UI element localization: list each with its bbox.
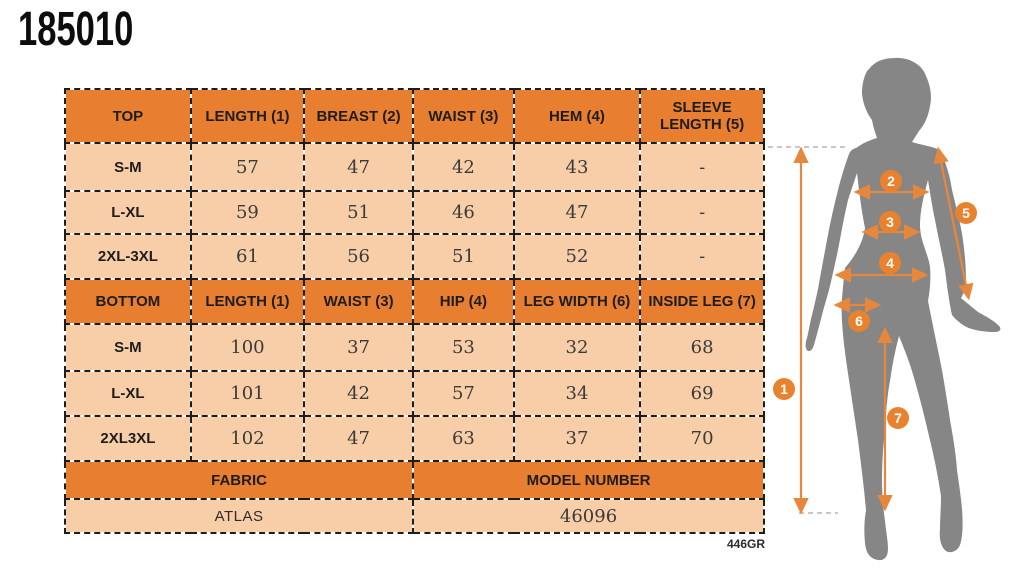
size-value: 100 (189, 323, 306, 372)
size-value: 59 (189, 190, 306, 235)
size-value: - (639, 190, 765, 235)
marker-2: 2 (880, 170, 902, 192)
svg-text:2: 2 (887, 173, 895, 189)
measure-arrow-5-sleeve (933, 146, 974, 301)
female-silhouette-icon: 1 2 3 4 5 6 7 (768, 57, 1001, 561)
column-header-waist: WAIST (3) (303, 278, 415, 325)
size-value: 52 (512, 233, 642, 280)
woman-silhouette-shape (805, 57, 1001, 561)
column-header-top: TOP (64, 88, 192, 144)
size-value: 101 (189, 370, 306, 417)
size-value: 34 (512, 370, 642, 417)
size-value: 70 (639, 415, 765, 462)
size-value: 32 (512, 323, 642, 372)
column-header-inside-leg: INSIDE LEG (7) (639, 278, 765, 325)
marker-5: 5 (955, 202, 977, 224)
size-value: 61 (189, 233, 306, 280)
size-value: 57 (412, 370, 515, 417)
table-row: 2XL-3XL 61 56 51 52 - (64, 233, 765, 280)
top-header-row: TOP LENGTH (1) BREAST (2) WAIST (3) HEM … (64, 88, 765, 144)
column-header-waist: WAIST (3) (412, 88, 515, 144)
column-header-length: LENGTH (1) (189, 88, 306, 144)
marker-7: 7 (887, 407, 909, 429)
column-header-leg-width: LEG WIDTH (6) (512, 278, 642, 325)
size-value: 56 (303, 233, 415, 280)
svg-text:7: 7 (894, 410, 902, 426)
size-chart-table: TOP LENGTH (1) BREAST (2) WAIST (3) HEM … (63, 88, 765, 534)
column-header-hip: HIP (4) (412, 278, 515, 325)
svg-text:1: 1 (780, 381, 788, 397)
svg-text:6: 6 (855, 313, 863, 329)
size-value: 47 (512, 190, 642, 235)
column-header-sleeve-length: SLEEVE LENGTH (5) (639, 88, 765, 144)
table-row: S-M 57 47 42 43 - (64, 142, 765, 192)
size-value: - (639, 142, 765, 192)
size-value: 37 (303, 323, 415, 372)
marker-6: 6 (848, 310, 870, 332)
size-value: 37 (512, 415, 642, 462)
fabric-value: ATLAS (63, 498, 415, 534)
size-label: 2XL-3XL (64, 233, 192, 280)
svg-text:3: 3 (886, 214, 894, 230)
size-figure-illustration: 1 2 3 4 5 6 7 (768, 40, 1024, 585)
size-value: 51 (303, 190, 415, 235)
size-label: S-M (64, 142, 192, 192)
size-value: 46 (412, 190, 515, 235)
marker-1: 1 (773, 378, 795, 400)
size-value: 57 (189, 142, 306, 192)
product-id: 185010 (18, 3, 134, 56)
model-number-value: 46096 (412, 498, 765, 534)
size-value: 69 (639, 370, 765, 417)
marker-4: 4 (879, 252, 901, 274)
bottom-header-row: BOTTOM LENGTH (1) WAIST (3) HIP (4) LEG … (64, 278, 765, 325)
style-code: 446GR (726, 537, 765, 551)
column-header-length: LENGTH (1) (189, 278, 306, 325)
size-value: 102 (189, 415, 306, 462)
size-value: 42 (412, 142, 515, 192)
size-value: - (639, 233, 765, 280)
size-value: 51 (412, 233, 515, 280)
table-row: L-XL 59 51 46 47 - (64, 190, 765, 235)
size-label: L-XL (64, 370, 192, 417)
model-number-header: MODEL NUMBER (412, 460, 765, 500)
table-row: L-XL 101 42 57 34 69 (64, 370, 765, 417)
size-label: 2XL3XL (64, 415, 192, 462)
fabric-header: FABRIC (63, 460, 415, 500)
size-label: L-XL (64, 190, 192, 235)
svg-text:5: 5 (962, 205, 970, 221)
column-header-bottom: BOTTOM (64, 278, 192, 325)
column-header-hem: HEM (4) (512, 88, 642, 144)
size-value: 63 (412, 415, 515, 462)
size-value: 47 (303, 415, 415, 462)
info-header-row: FABRIC MODEL NUMBER (63, 460, 765, 500)
size-label: S-M (64, 323, 192, 372)
info-value-row: ATLAS 46096 (63, 498, 765, 534)
size-value: 68 (639, 323, 765, 372)
marker-3: 3 (879, 211, 901, 233)
size-value: 53 (412, 323, 515, 372)
size-value: 43 (512, 142, 642, 192)
table-row: 2XL3XL 102 47 63 37 70 (64, 415, 765, 462)
table-row: S-M 100 37 53 32 68 (64, 323, 765, 372)
size-value: 47 (303, 142, 415, 192)
svg-text:4: 4 (886, 255, 894, 271)
column-header-breast: BREAST (2) (303, 88, 415, 144)
size-value: 42 (303, 370, 415, 417)
